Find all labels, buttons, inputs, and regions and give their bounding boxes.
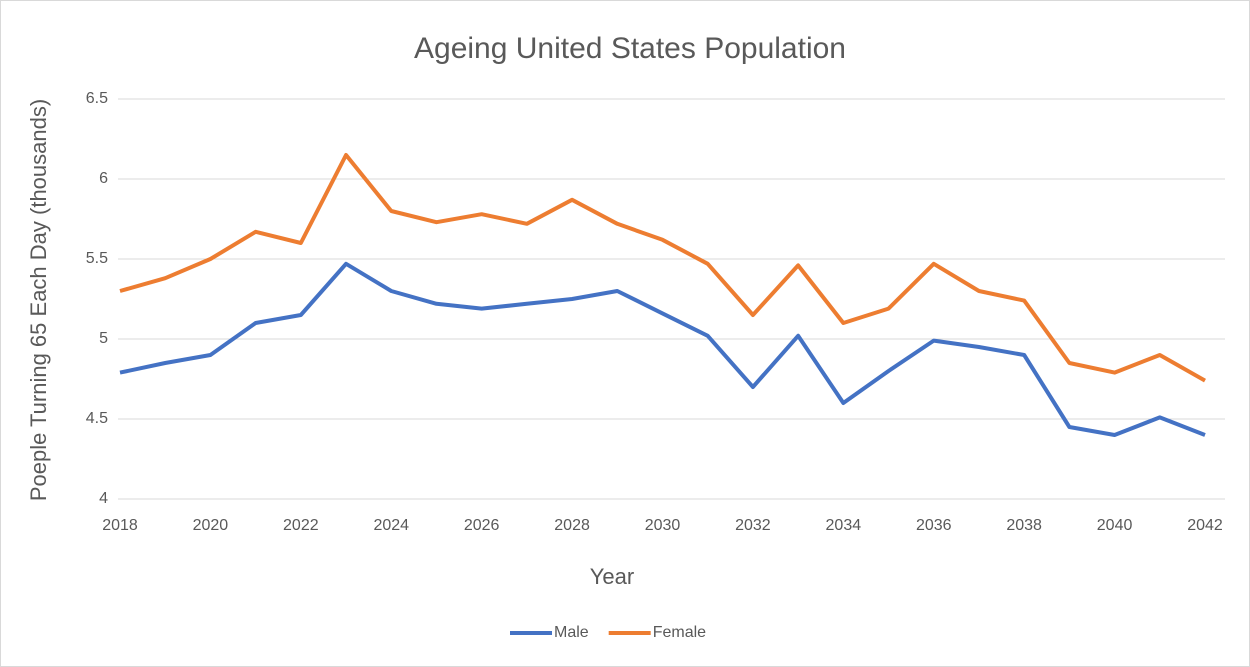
x-tick-label: 2036 (916, 517, 952, 534)
y-tick-label: 6.5 (86, 90, 108, 107)
x-tick-label: 2034 (826, 517, 862, 534)
series-line (119, 261, 1206, 437)
x-axis-label: Year (590, 564, 634, 589)
y-tick-label: 6 (99, 170, 108, 187)
y-tick-label: 5.5 (86, 250, 108, 267)
legend-label: Male (554, 624, 589, 641)
x-tick-label: 2024 (373, 517, 409, 534)
x-tick-label: 2042 (1187, 517, 1223, 534)
y-tick-label: 4 (99, 490, 108, 507)
chart-title: Ageing United States Population (414, 32, 846, 65)
series-line (119, 153, 1206, 383)
x-tick-label: 2038 (1006, 517, 1042, 534)
legend-label: Female (653, 624, 706, 641)
y-tick-label: 4.5 (86, 410, 108, 427)
x-tick-label: 2040 (1097, 517, 1133, 534)
x-tick-label: 2022 (283, 517, 319, 534)
x-tick-label: 2028 (554, 517, 590, 534)
x-tick-label: 2020 (193, 517, 229, 534)
x-tick-label: 2032 (735, 517, 771, 534)
y-tick-label: 5 (99, 330, 108, 347)
y-axis-label: Poeple Turning 65 Each Day (thousands) (26, 99, 51, 501)
x-tick-label: 2030 (645, 517, 681, 534)
x-tick-label: 2018 (102, 517, 138, 534)
x-tick-label: 2026 (464, 517, 500, 534)
